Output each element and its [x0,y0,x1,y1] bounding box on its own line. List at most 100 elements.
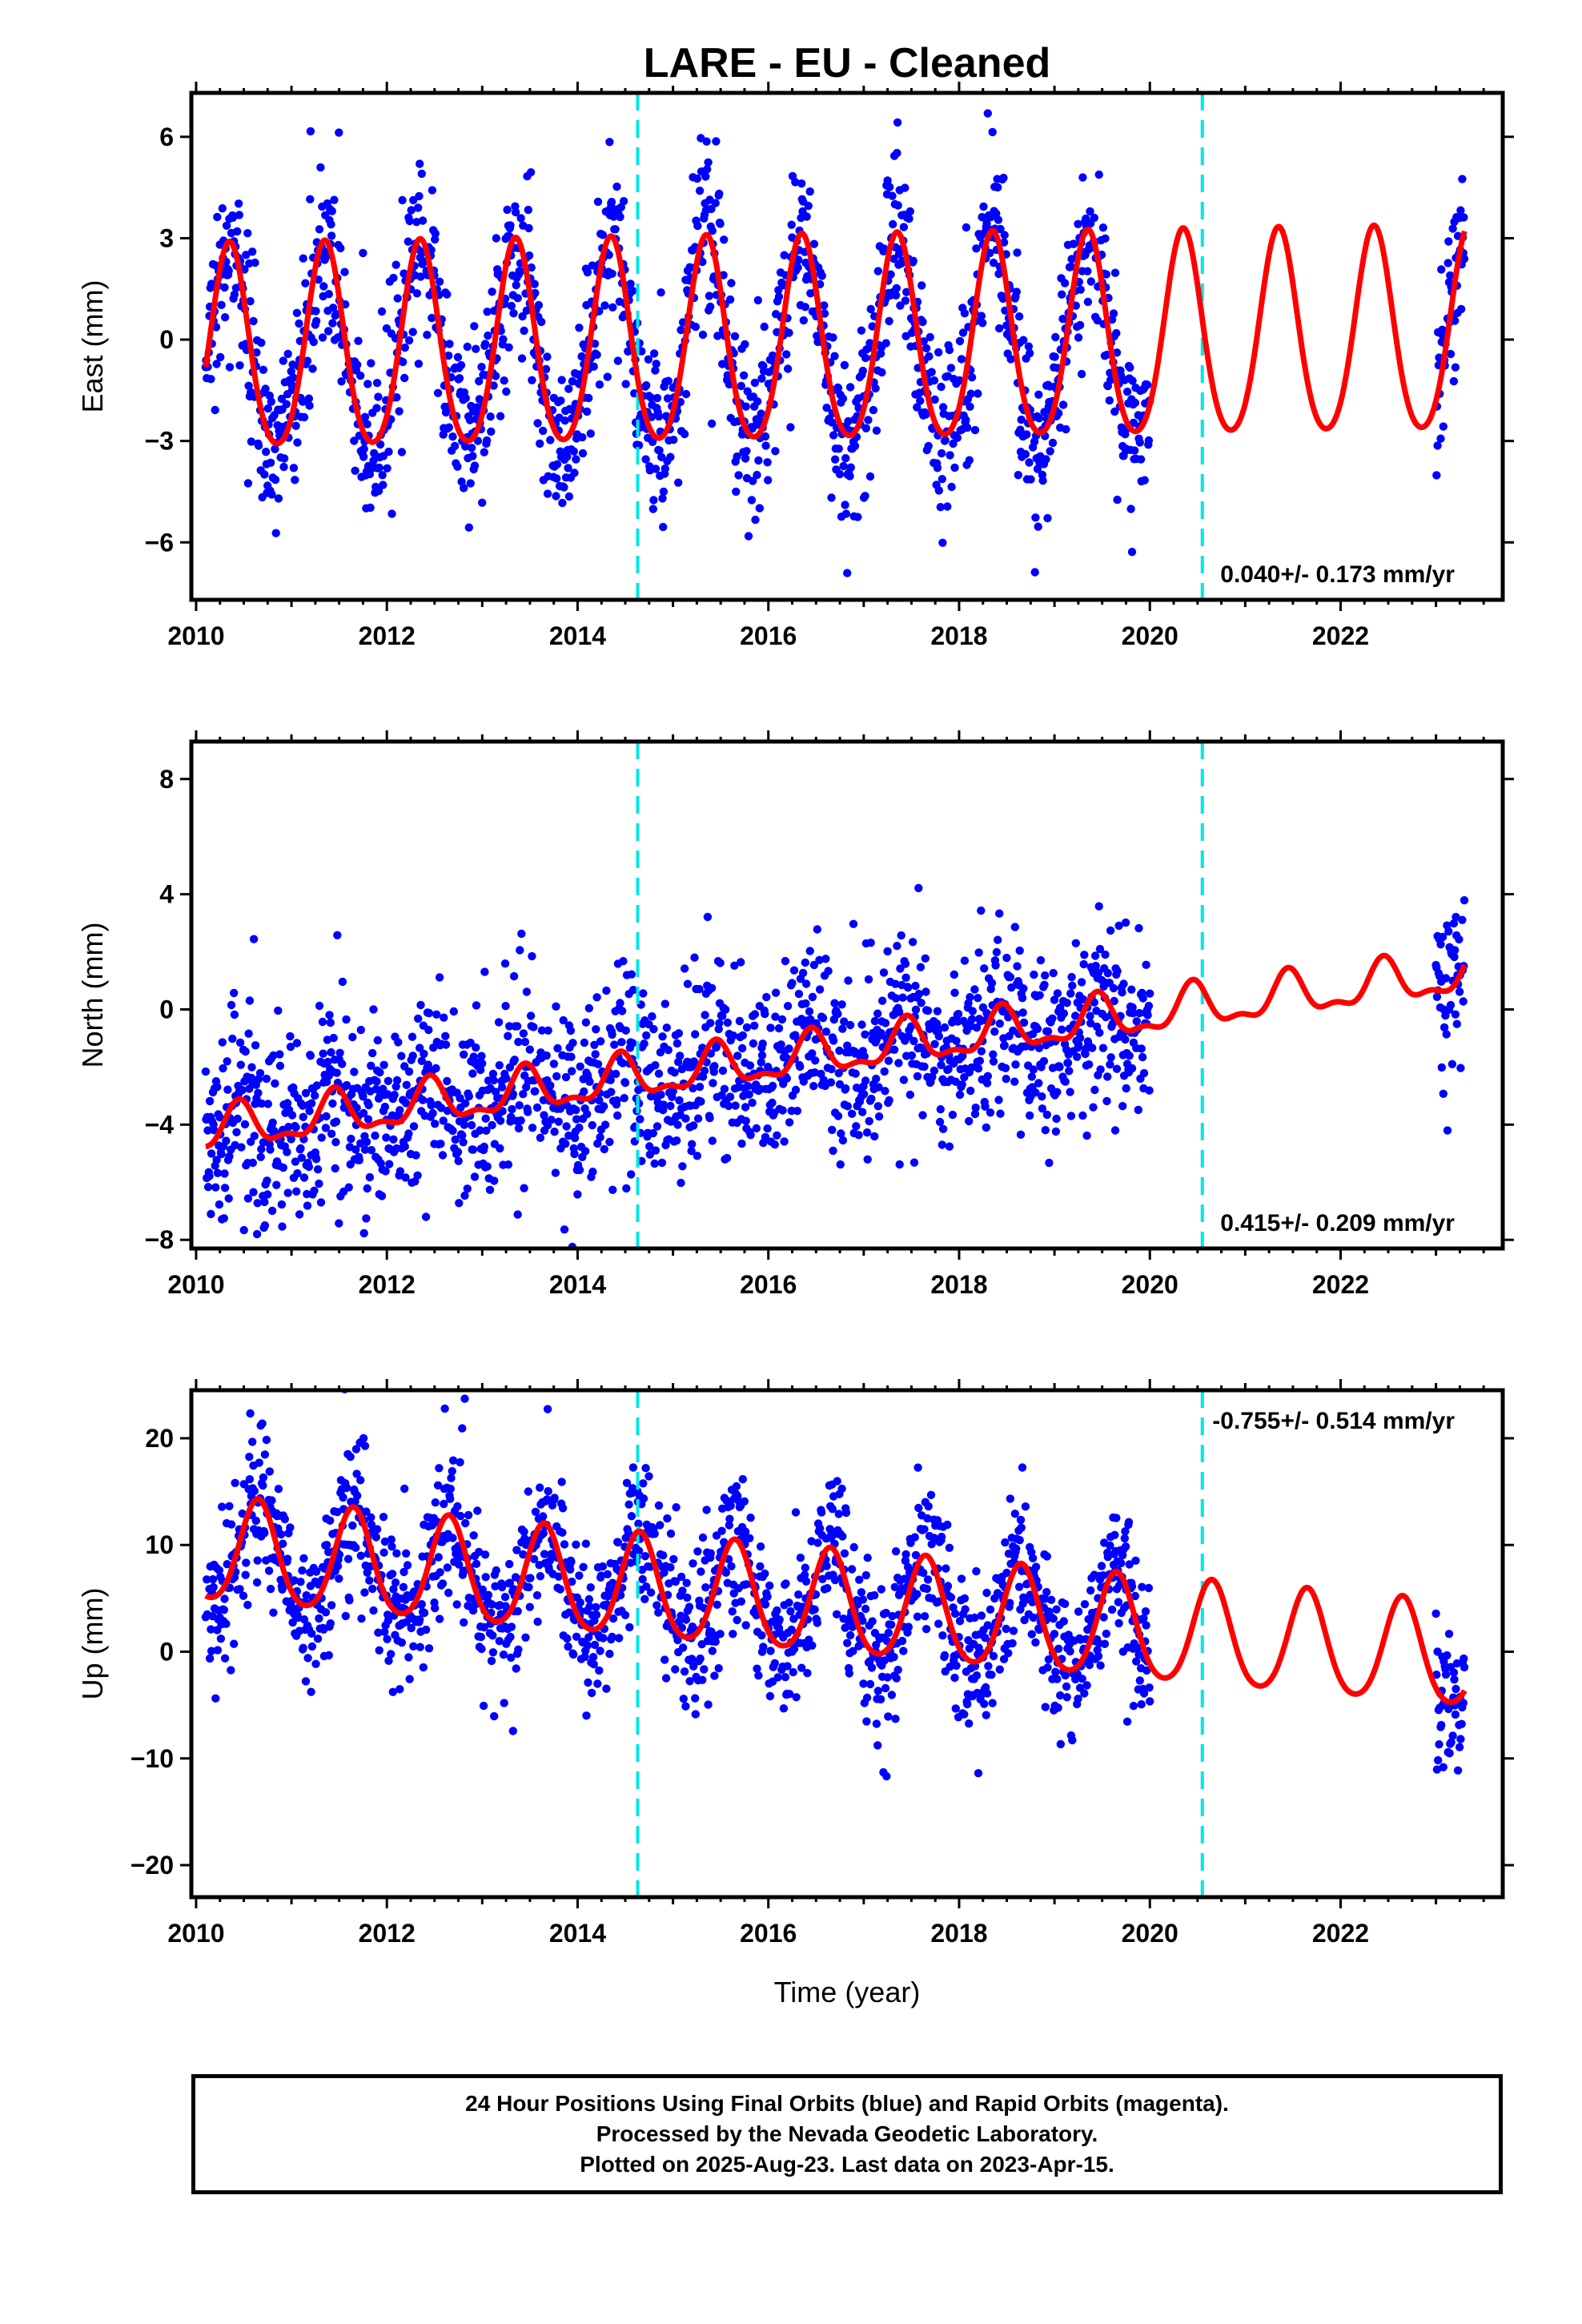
data-point [939,1125,947,1133]
data-point [648,1012,656,1020]
data-point [307,1100,315,1108]
data-point [1055,1063,1063,1071]
data-point [254,1089,262,1097]
data-point [893,149,901,157]
data-point [1145,436,1153,444]
data-point [503,206,511,214]
data-point [327,1130,335,1138]
data-point [739,1031,747,1039]
data-point [250,935,258,943]
data-point [263,1190,271,1198]
data-point [1019,1008,1027,1016]
data-point [457,361,465,369]
data-point [220,1169,228,1177]
data-point [448,1467,456,1475]
data-point [982,1589,990,1597]
data-point [652,360,661,368]
data-point [1042,455,1050,463]
data-point [654,1608,662,1616]
data-point [946,451,954,459]
data-point [322,1112,330,1120]
data-point [579,449,587,457]
data-point [732,488,740,496]
data-point [913,1072,921,1080]
data-point [1110,984,1118,992]
data-point [680,1695,688,1703]
data-point [1146,990,1154,998]
data-point [550,1059,558,1068]
data-point [661,464,669,472]
data-point [222,1136,230,1144]
data-point [652,1601,661,1609]
data-point [240,1226,248,1234]
data-point [1134,1106,1142,1114]
data-point [1083,267,1091,275]
data-point [972,1567,980,1575]
data-point [332,1117,340,1125]
data-point [882,339,890,347]
data-point [1438,1063,1446,1072]
data-point [374,1036,382,1044]
data-point [1031,1638,1039,1647]
data-point [1452,1011,1460,1019]
data-point [1040,981,1048,989]
data-point [968,1015,976,1023]
data-point [794,1590,802,1598]
data-point [1029,1554,1037,1562]
data-point [938,449,946,457]
data-point [279,356,287,364]
data-point [217,301,225,309]
y-tick-label: −8 [145,1225,174,1254]
data-point [604,372,612,380]
x-tick-label: 2012 [359,621,416,650]
data-point [262,448,270,456]
data-point [409,328,417,336]
data-point [622,1027,630,1035]
data-point [472,1001,480,1009]
data-point [935,486,943,494]
data-point [943,502,951,510]
data-point [938,1140,946,1148]
data-point [913,1613,921,1621]
data-point [1096,1065,1104,1073]
data-point [1050,352,1058,360]
data-point [230,989,238,997]
data-point [415,360,423,368]
data-point [958,1080,966,1088]
data-point [227,1666,235,1674]
data-point [536,1483,544,1491]
data-point [742,447,750,455]
data-point [759,1039,767,1047]
data-point [576,1598,584,1606]
data-point [897,931,905,939]
data-point [366,1173,374,1181]
data-point [580,1039,588,1047]
data-point [1070,239,1078,247]
data-point [552,492,560,500]
data-point [766,1023,774,1031]
data-point [220,1214,228,1222]
data-point [508,1622,516,1630]
data-point [278,1200,286,1208]
data-point [1066,1088,1074,1096]
data-point [440,1405,448,1413]
data-point [531,280,539,288]
data-point [640,1595,648,1603]
data-point [865,975,873,983]
data-point [829,333,837,341]
data-point [1121,1035,1129,1043]
data-point [217,1150,225,1158]
data-point [596,1647,604,1655]
data-point [793,1107,801,1115]
data-point [556,1585,564,1593]
data-point [843,1639,851,1647]
data-point [1065,1067,1073,1075]
data-point [576,1063,584,1071]
data-point [1067,973,1075,981]
data-point [408,1033,416,1041]
data-point [841,361,849,369]
data-point [284,350,292,358]
data-point [508,302,516,310]
data-point [785,1118,793,1126]
data-point [616,999,624,1007]
